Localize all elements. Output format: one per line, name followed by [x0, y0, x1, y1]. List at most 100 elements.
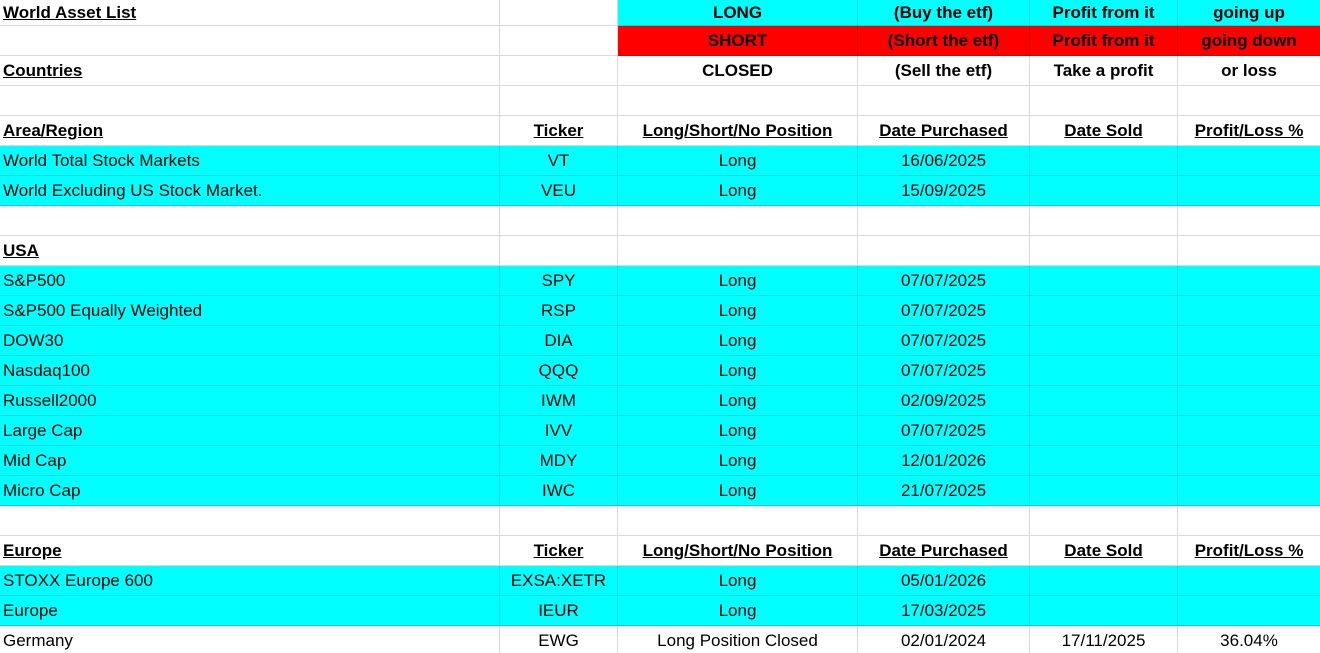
profit-loss-cell[interactable] [1178, 386, 1320, 416]
ticker-cell[interactable] [500, 56, 618, 86]
profit-loss-cell[interactable] [1178, 506, 1320, 536]
ticker-cell[interactable]: VT [500, 146, 618, 176]
asset-name-cell[interactable]: Russell2000 [0, 386, 500, 416]
ticker-cell[interactable] [500, 206, 618, 236]
date-sold-cell[interactable] [1030, 356, 1178, 386]
date-purchased-cell[interactable]: 07/07/2025 [858, 416, 1030, 446]
date-purchased-cell[interactable]: 05/01/2026 [858, 566, 1030, 596]
profit-loss-cell[interactable] [1178, 206, 1320, 236]
date-sold-cell[interactable] [1030, 566, 1178, 596]
date-purchased-cell[interactable] [858, 206, 1030, 236]
ticker-cell[interactable] [500, 506, 618, 536]
legend-short-profit[interactable]: Profit from it [1030, 26, 1178, 56]
ticker-cell[interactable] [500, 26, 618, 56]
date-purchased-cell[interactable]: 17/03/2025 [858, 596, 1030, 626]
asset-name-cell[interactable]: Nasdaq100 [0, 356, 500, 386]
profit-loss-cell[interactable] [1178, 596, 1320, 626]
position-cell[interactable]: Long [618, 146, 858, 176]
position-cell[interactable]: Long [618, 416, 858, 446]
asset-name-cell[interactable]: Mid Cap [0, 446, 500, 476]
asset-name-cell[interactable]: World Total Stock Markets [0, 146, 500, 176]
date-sold-cell[interactable] [1030, 296, 1178, 326]
section-usa[interactable]: USA [0, 236, 500, 266]
ticker-cell[interactable] [500, 86, 618, 116]
date-sold-cell[interactable] [1030, 266, 1178, 296]
legend-closed-desc[interactable]: (Sell the etf) [858, 56, 1030, 86]
date-purchased-cell[interactable] [858, 236, 1030, 266]
col-header-ticker[interactable]: Ticker [500, 116, 618, 146]
legend-closed-direction[interactable]: or loss [1178, 56, 1320, 86]
asset-name-cell[interactable]: Germany [0, 626, 500, 653]
profit-loss-cell[interactable] [1178, 296, 1320, 326]
ticker-cell[interactable]: QQQ [500, 356, 618, 386]
ticker-cell[interactable]: IWM [500, 386, 618, 416]
date-purchased-cell[interactable]: 12/01/2026 [858, 446, 1030, 476]
asset-name-cell[interactable]: S&P500 Equally Weighted [0, 296, 500, 326]
position-cell[interactable]: Long [618, 386, 858, 416]
col-header-ticker[interactable]: Ticker [500, 536, 618, 566]
ticker-cell[interactable]: DIA [500, 326, 618, 356]
ticker-cell[interactable] [500, 236, 618, 266]
legend-short[interactable]: SHORT [618, 26, 858, 56]
position-cell[interactable]: Long [618, 596, 858, 626]
col-header-profit-loss[interactable]: Profit/Loss % [1178, 536, 1320, 566]
sheet-title[interactable]: World Asset List [0, 0, 500, 26]
date-sold-cell[interactable]: 17/11/2025 [1030, 626, 1178, 653]
date-purchased-cell[interactable]: 02/01/2024 [858, 626, 1030, 653]
date-sold-cell[interactable] [1030, 386, 1178, 416]
profit-loss-cell[interactable] [1178, 416, 1320, 446]
asset-name-cell[interactable]: S&P500 [0, 266, 500, 296]
section-countries[interactable]: Countries [0, 56, 500, 86]
position-cell[interactable] [618, 86, 858, 116]
asset-name-cell[interactable]: World Excluding US Stock Market. [0, 176, 500, 206]
legend-closed[interactable]: CLOSED [618, 56, 858, 86]
legend-short-direction[interactable]: going down [1178, 26, 1320, 56]
date-purchased-cell[interactable]: 07/07/2025 [858, 266, 1030, 296]
date-sold-cell[interactable] [1030, 416, 1178, 446]
section-europe[interactable]: Europe [0, 536, 500, 566]
ticker-cell[interactable]: EWG [500, 626, 618, 653]
position-cell[interactable] [618, 206, 858, 236]
position-cell[interactable]: Long [618, 356, 858, 386]
ticker-cell[interactable]: EXSA:XETR [500, 566, 618, 596]
legend-long-desc[interactable]: (Buy the etf) [858, 0, 1030, 26]
col-header-date-sold[interactable]: Date Sold [1030, 116, 1178, 146]
profit-loss-cell[interactable] [1178, 176, 1320, 206]
date-sold-cell[interactable] [1030, 446, 1178, 476]
date-sold-cell[interactable] [1030, 176, 1178, 206]
position-cell[interactable]: Long [618, 296, 858, 326]
ticker-cell[interactable]: VEU [500, 176, 618, 206]
asset-name-cell[interactable] [0, 206, 500, 236]
ticker-cell[interactable]: IVV [500, 416, 618, 446]
date-purchased-cell[interactable]: 07/07/2025 [858, 326, 1030, 356]
profit-loss-cell[interactable] [1178, 446, 1320, 476]
legend-short-desc[interactable]: (Short the etf) [858, 26, 1030, 56]
ticker-cell[interactable]: IWC [500, 476, 618, 506]
col-header-date-sold[interactable]: Date Sold [1030, 536, 1178, 566]
date-purchased-cell[interactable]: 21/07/2025 [858, 476, 1030, 506]
asset-name-cell[interactable]: Europe [0, 596, 500, 626]
position-cell[interactable]: Long [618, 326, 858, 356]
ticker-cell[interactable]: MDY [500, 446, 618, 476]
legend-closed-profit[interactable]: Take a profit [1030, 56, 1178, 86]
asset-name-cell[interactable]: Micro Cap [0, 476, 500, 506]
profit-loss-cell[interactable] [1178, 86, 1320, 116]
position-cell[interactable]: Long [618, 176, 858, 206]
position-cell[interactable] [618, 506, 858, 536]
asset-name-cell[interactable]: DOW30 [0, 326, 500, 356]
position-cell[interactable]: Long [618, 476, 858, 506]
position-cell[interactable]: Long [618, 446, 858, 476]
legend-long-direction[interactable]: going up [1178, 0, 1320, 26]
date-purchased-cell[interactable]: 15/09/2025 [858, 176, 1030, 206]
asset-name-cell[interactable]: STOXX Europe 600 [0, 566, 500, 596]
col-header-position[interactable]: Long/Short/No Position [618, 116, 858, 146]
position-cell[interactable]: Long [618, 566, 858, 596]
ticker-cell[interactable] [500, 0, 618, 26]
date-sold-cell[interactable] [1030, 506, 1178, 536]
col-header-date-purchased[interactable]: Date Purchased [858, 116, 1030, 146]
col-header-area-region[interactable]: Area/Region [0, 116, 500, 146]
asset-name-cell[interactable] [0, 26, 500, 56]
asset-name-cell[interactable]: Large Cap [0, 416, 500, 446]
position-cell[interactable] [618, 236, 858, 266]
date-purchased-cell[interactable]: 07/07/2025 [858, 296, 1030, 326]
